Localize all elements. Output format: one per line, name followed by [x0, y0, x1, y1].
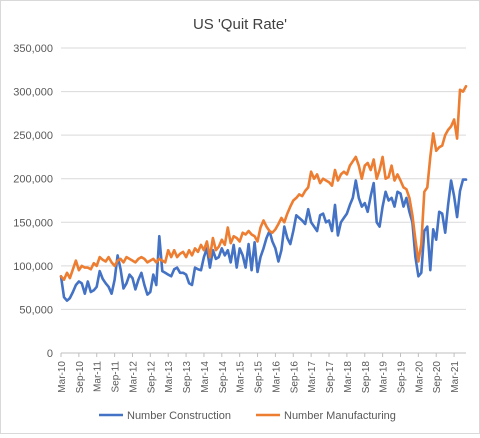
x-tick-label: Sep-15	[254, 361, 265, 394]
x-tick-label: Mar-10	[57, 361, 68, 393]
x-tick-label: Sep-17	[325, 361, 336, 394]
x-axis-ticks: Mar-10 Sep-10 Mar-11 Sep-11 Mar-12 Sep-12 Mar-…	[57, 353, 461, 393]
chart-title: US 'Quit Rate'	[193, 16, 287, 33]
y-tick-label: 350,000	[13, 43, 53, 55]
x-tick-label: Sep-16	[289, 361, 300, 394]
y-tick-label: 150,000	[13, 217, 53, 229]
y-tick-label: 250,000	[13, 130, 53, 142]
y-tick-label: 300,000	[13, 87, 53, 99]
x-tick-label: Sep-12	[146, 361, 157, 394]
x-tick-label: Mar-15	[236, 361, 247, 393]
x-tick-label: Sep-13	[182, 361, 193, 394]
y-tick-label: 50,000	[19, 304, 53, 316]
x-tick-label: Mar-20	[414, 361, 425, 393]
x-tick-label: Mar-19	[379, 361, 390, 393]
x-tick-label: Mar-21	[450, 361, 461, 393]
series-lines	[59, 85, 468, 303]
x-tick-label: Mar-17	[307, 361, 318, 393]
y-tick-label: 100,000	[13, 261, 53, 273]
x-tick-label: Sep-20	[432, 361, 443, 394]
legend-label-number-manufacturing: Number Manufacturing	[284, 410, 396, 422]
x-tick-label: Sep-11	[111, 361, 122, 393]
x-tick-label: Sep-10	[75, 361, 86, 394]
legend: Number Construction Number Manufacturing	[99, 410, 396, 422]
gridlines	[61, 47, 466, 354]
x-tick-label: Mar-16	[271, 361, 282, 393]
x-tick-label: Sep-14	[218, 361, 229, 394]
x-tick-label: Mar-14	[200, 361, 211, 393]
x-tick-label: Mar-13	[164, 361, 175, 393]
y-tick-label: 0	[47, 348, 53, 360]
legend-label-number-construction: Number Construction	[127, 410, 231, 422]
x-tick-label: Mar-11	[93, 361, 104, 392]
x-tick-label: Mar-12	[128, 361, 139, 393]
series-line-number-construction	[59, 178, 468, 303]
series-line-number-manufacturing	[59, 85, 468, 282]
y-axis-ticks: 0 50,000 100,000 150,000 200,000 250,000 300,0…	[13, 43, 53, 360]
y-tick-label: 200,000	[13, 174, 53, 186]
x-tick-label: Mar-18	[343, 361, 354, 393]
x-tick-label: Sep-19	[396, 361, 407, 394]
x-tick-label: Sep-18	[361, 361, 372, 394]
